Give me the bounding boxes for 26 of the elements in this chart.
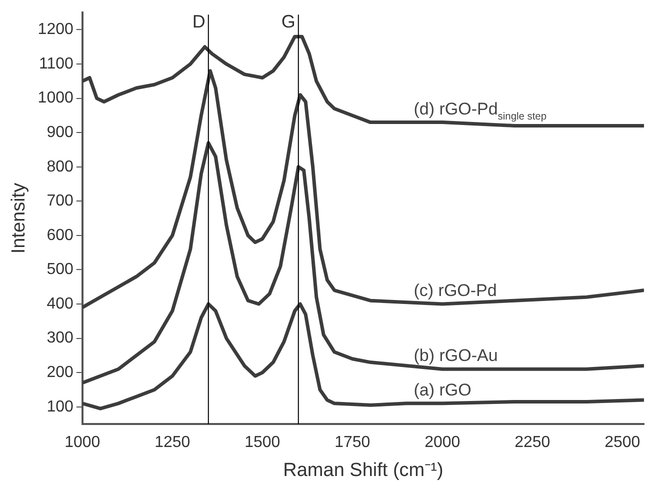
y-tick-label: 600 — [46, 226, 74, 244]
series-label: (b) rGO-Au — [414, 346, 498, 366]
y-tick-label: 300 — [46, 330, 74, 347]
x-tick-label: 2000 — [424, 434, 460, 452]
x-tick-label: 2250 — [514, 434, 550, 452]
y-tick-label: 800 — [46, 158, 74, 176]
y-tick-label: 500 — [46, 261, 74, 278]
x-axis-title: Raman Shift (cm⁻¹) — [283, 460, 444, 481]
y-axis-title: Intensity — [8, 182, 30, 254]
y-tick-label: 700 — [46, 192, 74, 210]
ref-line-label: G — [281, 12, 296, 32]
series-label: (a) rGO — [414, 380, 472, 400]
y-tick-label: 1200 — [38, 21, 74, 38]
y-tick-label: 1000 — [38, 90, 74, 107]
y-tick-label: 900 — [46, 124, 74, 141]
y-tick-label: 200 — [46, 364, 74, 381]
x-tick-label: 1750 — [334, 434, 370, 452]
x-tick-label: 1500 — [244, 434, 280, 452]
x-tick-label: 2500 — [604, 434, 640, 452]
y-tick-label: 100 — [46, 398, 74, 416]
y-tick-label: 400 — [46, 295, 74, 312]
y-tick-label: 1100 — [38, 55, 74, 72]
x-tick-label: 1000 — [64, 434, 100, 452]
series-label: (c) rGO-Pd — [414, 281, 497, 300]
ref-line-label: D — [192, 12, 206, 32]
x-tick-label: 1250 — [154, 434, 190, 452]
